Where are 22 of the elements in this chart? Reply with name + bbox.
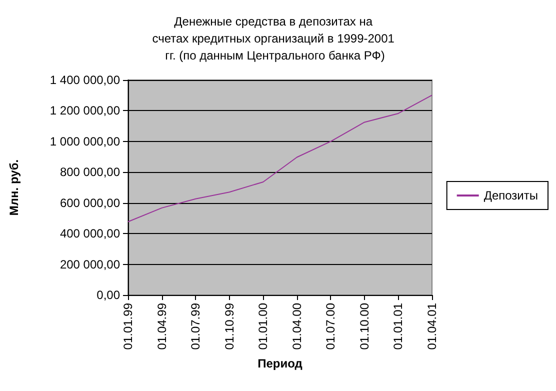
y-tick-label: 0,00 [96, 288, 120, 302]
y-tick-label: 600 000,00 [60, 196, 120, 210]
y-tick-label: 1 400 000,00 [50, 73, 120, 87]
x-tick-label: 01.01.01 [391, 302, 406, 350]
x-tick-label: 01.07.99 [188, 302, 203, 350]
x-tick-label: 01.01.99 [121, 302, 135, 350]
y-tick-label: 800 000,00 [60, 165, 120, 180]
x-tick-label: 01.07.00 [324, 302, 338, 350]
x-tick-label: 01.04.01 [425, 302, 439, 350]
chart-title: Денежные средства в депозитах на счетах кредитных организаций в 1999-2001 гг. (по данным Центрального банка РФ) [152, 14, 398, 62]
x-tick-label: 01.01.00 [256, 302, 270, 350]
x-axis-title: Период [258, 356, 303, 371]
y-tick-label: 1 200 000,00 [50, 104, 120, 118]
x-tick-label: 01.10.00 [357, 302, 372, 350]
y-tick-label: 200 000,00 [60, 257, 120, 272]
legend-label: Депозиты [484, 188, 538, 202]
x-tick-label: 01.04.00 [290, 302, 304, 350]
x-tick-label: 01.04.99 [154, 302, 169, 350]
x-tick-label: 01.10.99 [222, 302, 236, 350]
y-axis-title: Млн. руб. [7, 159, 21, 216]
y-tick-label: 400 000,00 [60, 226, 120, 241]
y-tick-label: 1 000 000,00 [50, 134, 120, 148]
